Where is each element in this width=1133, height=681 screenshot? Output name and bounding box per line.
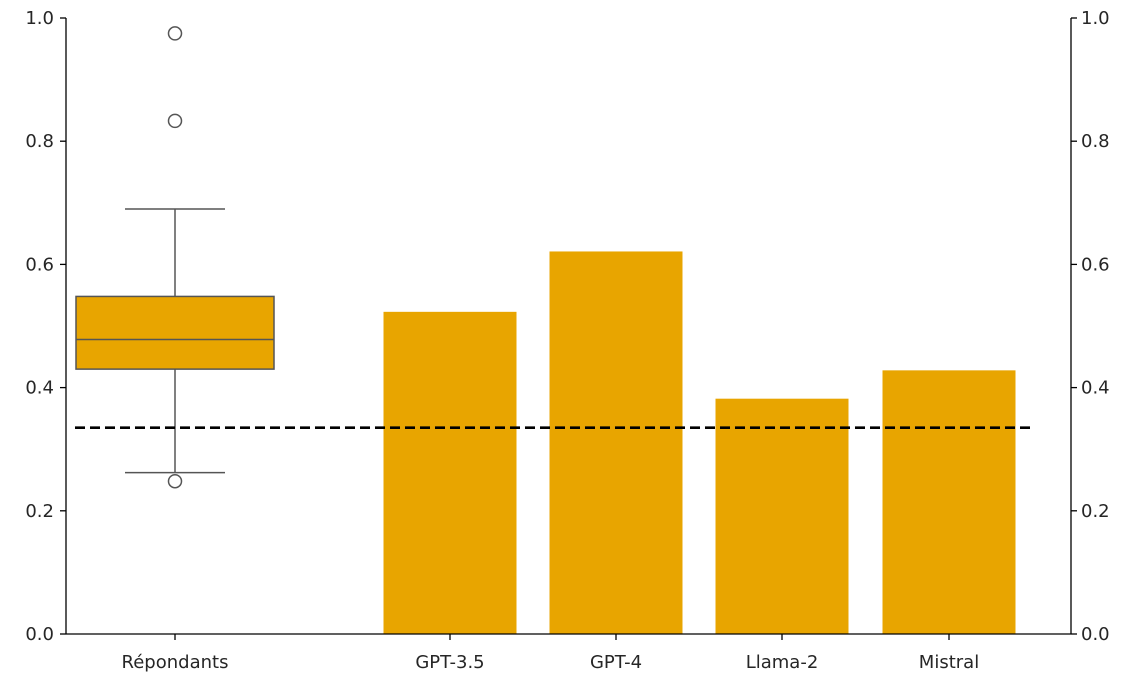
axes-layer xyxy=(60,17,1077,640)
bar-mistral xyxy=(882,370,1016,634)
bar-llama-2 xyxy=(715,398,849,634)
bars-layer xyxy=(383,251,1016,635)
left-ytick-label-1: 0.2 xyxy=(25,501,54,522)
left-ytick-label-4: 0.8 xyxy=(25,131,54,152)
right-ytick-label-3: 0.6 xyxy=(1081,254,1110,275)
box-outlier-1 xyxy=(167,113,183,129)
right-ytick-label-2: 0.4 xyxy=(1081,378,1110,399)
left-ytick-label-5: 1.0 xyxy=(25,8,54,29)
xtick-label-mistral: Mistral xyxy=(919,652,979,673)
xtick-label-llama-2: Llama-2 xyxy=(746,652,819,673)
left-ytick-label-0: 0.0 xyxy=(25,624,54,645)
bar-gpt-3-5 xyxy=(383,311,517,634)
box-iqr xyxy=(75,295,275,370)
xtick-label-gpt-4: GPT-4 xyxy=(590,652,642,673)
left-ytick-label-2: 0.4 xyxy=(25,378,54,399)
xtick-label-gpt-3-5: GPT-3.5 xyxy=(415,652,484,673)
right-ytick-label-5: 1.0 xyxy=(1081,8,1110,29)
labels-layer: 0.0 0.2 0.4 0.6 0.8 1.0 0.0 0.2 0.4 0.6 0.8 1.0 Répo… xyxy=(25,8,1109,673)
right-ytick-label-1: 0.2 xyxy=(1081,501,1110,522)
box-outlier-0 xyxy=(167,26,183,41)
box-outlier-2 xyxy=(167,473,183,489)
right-ytick-label-4: 0.8 xyxy=(1081,131,1110,152)
boxplot-layer xyxy=(75,26,275,489)
right-ytick-label-0: 0.0 xyxy=(1081,624,1110,645)
left-ytick-label-3: 0.6 xyxy=(25,254,54,275)
bar-gpt-4 xyxy=(549,251,683,635)
xtick-label-r-pondants: Répondants xyxy=(122,652,229,673)
